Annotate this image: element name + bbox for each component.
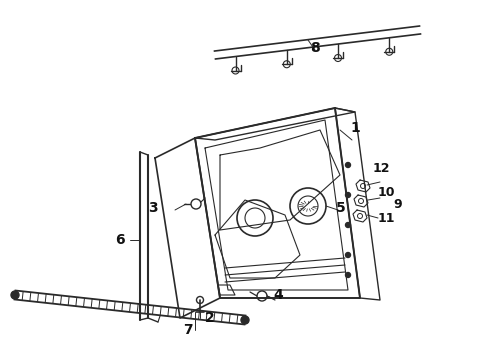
Text: 5: 5 (336, 201, 346, 215)
Text: 2: 2 (205, 311, 215, 325)
Text: 4: 4 (273, 288, 283, 302)
Text: 3: 3 (148, 201, 158, 215)
Text: 12: 12 (373, 162, 391, 175)
Circle shape (345, 162, 350, 167)
Text: 9: 9 (393, 198, 402, 211)
Circle shape (345, 252, 350, 257)
Text: 7: 7 (183, 323, 193, 337)
Text: 6: 6 (115, 233, 124, 247)
Text: 11: 11 (378, 212, 395, 225)
Circle shape (345, 222, 350, 228)
Text: 8: 8 (310, 41, 320, 55)
Circle shape (241, 316, 249, 324)
Circle shape (345, 273, 350, 278)
Text: 10: 10 (378, 185, 395, 198)
Text: 1: 1 (350, 121, 360, 135)
Circle shape (345, 193, 350, 198)
Circle shape (11, 291, 19, 299)
